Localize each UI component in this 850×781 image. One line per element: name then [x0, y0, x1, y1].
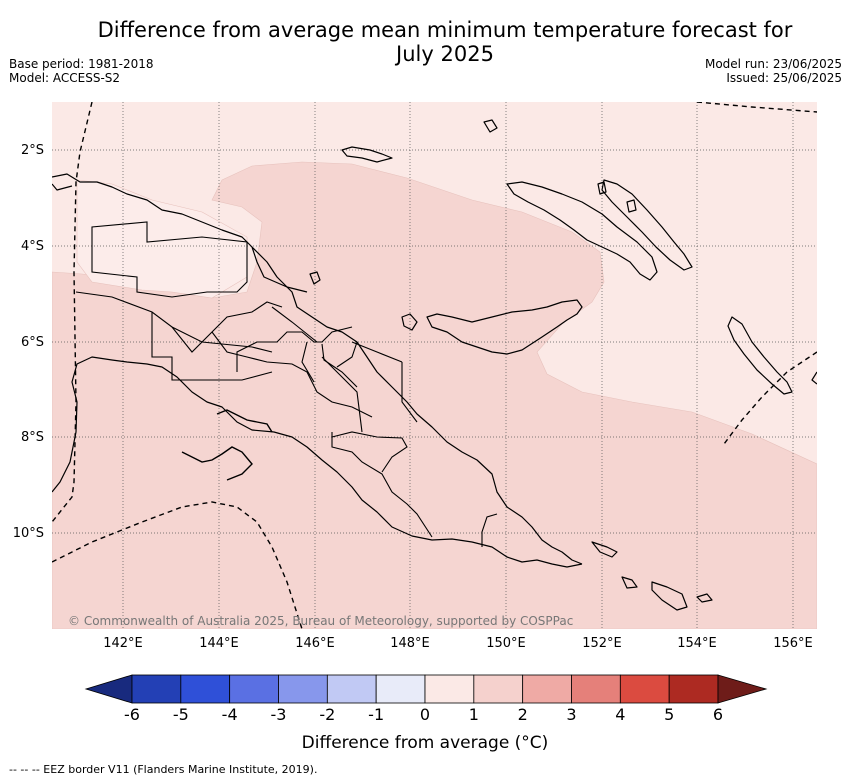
eez-borders	[52, 102, 817, 629]
model-run: Model run: 23/06/2025	[704, 57, 842, 71]
map-panel[interactable]	[52, 102, 817, 629]
anomaly-fill-light-pocket	[76, 179, 248, 299]
colorbar-swatch	[424, 674, 475, 704]
lon-label-156e: 156°E	[773, 636, 813, 651]
colorbar-swatch	[473, 674, 524, 704]
colorbar-tick-label: -4	[221, 705, 238, 724]
colorbar-tick-label: -3	[270, 705, 287, 724]
colorbar-swatch	[131, 674, 182, 704]
colorbar-tick-label: 5	[664, 705, 675, 724]
meta-right: Model run: 23/06/2025 Issued: 25/06/2025	[705, 57, 842, 85]
colorbar-tick-label: 4	[615, 705, 626, 724]
colorbar-swatch	[278, 674, 328, 704]
colorbar-swatch	[326, 674, 377, 704]
colorbar-swatch	[180, 674, 231, 704]
meta-left: Base period: 1981-2018 Model: ACCESS-S2	[9, 57, 154, 85]
issued-date: Issued: 25/06/2025	[726, 71, 842, 85]
map-title: Difference from average mean minimum tem…	[95, 18, 795, 66]
lat-label-10s: 10°S	[12, 526, 44, 541]
map-svg	[52, 102, 817, 629]
model-name: Model: ACCESS-S2	[9, 71, 121, 85]
lat-label-8s: 8°S	[20, 430, 44, 445]
fly-delta	[181, 409, 273, 481]
colorbar-tick-label: -1	[368, 705, 385, 724]
lon-label-150e: 150°E	[486, 636, 526, 651]
colorbar-tick-label: 2	[517, 705, 528, 724]
colorbar-swatch	[522, 674, 572, 704]
lon-label-154e: 154°E	[677, 636, 717, 651]
colorbar-tick-label: 6	[712, 705, 724, 724]
colorbar-tick-label: -5	[172, 705, 189, 724]
lon-label-142e: 142°E	[103, 636, 143, 651]
base-period: Base period: 1981-2018	[9, 57, 154, 71]
colorbar-swatch	[375, 674, 426, 704]
colorbar-tick-label: 0	[419, 705, 431, 724]
colorbar-tick-label: -2	[319, 705, 336, 724]
colorbar-swatch	[619, 674, 670, 704]
colorbar-swatch	[571, 674, 621, 704]
title-line-1: Difference from average mean minimum tem…	[97, 18, 793, 42]
colorbar-tick-label: 3	[566, 705, 577, 724]
colorbar-tick-label: -6	[124, 705, 140, 724]
lon-label-146e: 146°E	[295, 636, 335, 651]
colorbar-swatch	[229, 674, 279, 704]
colorbar-swatch	[668, 674, 719, 704]
province-borders	[75, 221, 498, 547]
lat-label-2s: 2°S	[20, 143, 44, 158]
colorbar-arrow-high	[717, 674, 768, 704]
lon-label-144e: 144°E	[199, 636, 239, 651]
colorbar-arrow-low	[84, 674, 133, 704]
lat-label-6s: 6°S	[20, 335, 44, 350]
eez-footnote: -- -- -- EEZ border V11 (Flanders Marine…	[9, 763, 318, 776]
colorbar-tick-label: 1	[468, 705, 479, 724]
copyright-notice: © Commonwealth of Australia 2025, Bureau…	[68, 614, 574, 628]
lon-label-152e: 152°E	[582, 636, 622, 651]
lon-label-148e: 148°E	[390, 636, 430, 651]
anomaly-fill-mid	[52, 161, 817, 629]
lat-label-4s: 4°S	[20, 239, 44, 254]
coastlines	[52, 119, 817, 611]
colorbar-label: Difference from average (°C)	[301, 733, 549, 753]
title-line-2: July 2025	[396, 42, 494, 66]
